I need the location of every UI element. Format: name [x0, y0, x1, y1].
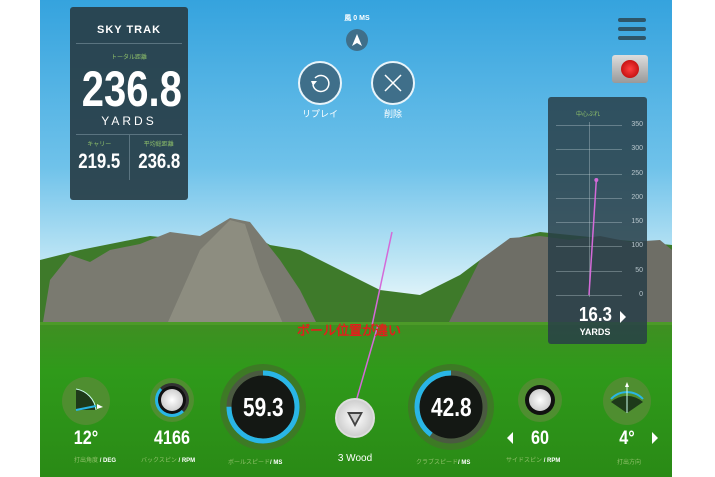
sidespin-prev-icon[interactable] — [507, 432, 513, 444]
club-name: 3 Wood — [337, 453, 373, 464]
sidespin-icon — [518, 378, 562, 422]
menu-icon[interactable] — [618, 18, 646, 42]
tick-label: 300 — [631, 145, 643, 153]
range-scene: SKY TRAK トータル距離 236.8 YARDS キャリー 219.5 平… — [40, 0, 672, 477]
avg-label: 平均総距離 — [143, 142, 174, 148]
stats-panel: SKY TRAK トータル距離 236.8 YARDS キャリー 219.5 平… — [70, 7, 188, 200]
replay-icon — [311, 74, 330, 93]
skytrak-logo: SKY TRAK — [96, 24, 162, 36]
sidespin-value: 60 — [531, 428, 549, 449]
club-head-icon — [347, 412, 363, 427]
tick-label: 200 — [631, 193, 643, 201]
club-speed-gauge: 42.8 — [408, 364, 494, 450]
launch-angle-label: 打出角度 / DEG — [74, 458, 117, 464]
launch-direction-label: 打出方向 — [617, 460, 642, 466]
record-button[interactable] — [612, 55, 648, 83]
direction-next-icon[interactable] — [652, 432, 658, 444]
tick-label: 350 — [631, 121, 643, 128]
club-speed-label: クラブスピード/ MS — [416, 460, 471, 466]
grid-line — [556, 295, 622, 296]
total-unit: YARDS — [101, 114, 157, 128]
sidespin-label: サイドスピン / RPM — [506, 458, 561, 464]
grid-line — [556, 125, 622, 126]
grid-line — [556, 270, 622, 272]
ball-speed-label: ボールスピード/ MS — [228, 460, 283, 466]
dispersion-title: 中心ぶれ — [575, 112, 600, 118]
replay-label: リプレイ — [301, 109, 338, 119]
launch-angle-value: 12° — [73, 428, 99, 449]
club-select-button[interactable] — [335, 398, 375, 438]
grid-line — [556, 246, 622, 248]
dispersion-chart: 中心ぶれ 350 300 250 200 150 100 50 0 16.3 YARDS — [548, 97, 647, 344]
dispersion-next-icon[interactable] — [620, 311, 626, 323]
total-distance: 236.8 — [81, 61, 182, 117]
dispersion-shot-end — [594, 177, 599, 182]
wind-label: 風 0 MS — [344, 15, 370, 22]
grid-line — [556, 149, 622, 151]
avg-value: 236.8 — [137, 150, 180, 173]
ball-speed-gauge: 59.3 — [220, 364, 306, 450]
ball-speed-value: 59.3 — [242, 391, 284, 422]
dispersion-shot-line — [588, 179, 598, 296]
close-icon — [384, 74, 402, 92]
backspin-label: バックスピン / RPM — [141, 458, 196, 464]
ball-position-warning: ボール位置が違い — [297, 323, 402, 338]
delete-label: 削除 — [383, 109, 402, 119]
dispersion-value: 16.3 — [578, 304, 613, 326]
tick-label: 100 — [631, 242, 643, 250]
backspin-value: 4166 — [154, 428, 190, 449]
record-icon — [621, 60, 639, 78]
dispersion-unit: YARDS — [579, 327, 611, 337]
backspin-icon — [150, 378, 194, 422]
tick-label: 0 — [639, 291, 643, 298]
tick-label: 250 — [631, 169, 643, 177]
club-speed-arc — [414, 370, 488, 444]
tick-label: 50 — [635, 266, 643, 274]
launch-angle-icon — [62, 377, 110, 425]
launch-direction-icon — [603, 377, 651, 425]
wind-arrow-icon — [346, 29, 368, 51]
club-speed-value: 42.8 — [430, 391, 472, 422]
delete-button[interactable] — [371, 61, 415, 105]
carry-label: キャリー — [87, 142, 112, 148]
grid-line — [556, 197, 622, 199]
grid-line — [556, 173, 622, 175]
tick-label: 150 — [631, 218, 643, 226]
replay-button[interactable] — [298, 61, 342, 105]
launch-direction-value: 4° — [619, 428, 635, 449]
carry-value: 219.5 — [78, 150, 121, 173]
ball-speed-arc — [226, 370, 300, 444]
grid-line — [556, 222, 622, 224]
total-label: トータル距離 — [110, 55, 147, 61]
